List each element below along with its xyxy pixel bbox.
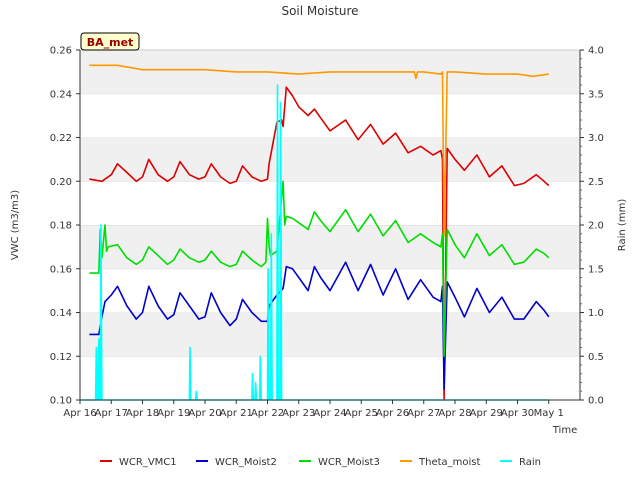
legend-label: Theta_moist [418,457,480,468]
grid-band [80,356,580,400]
x-tick-label: Apr 23 [282,408,315,419]
series-line-wcr-vmc1 [89,86,550,401]
site-badge-box [80,32,140,51]
y2-tick-label: 2.5 [588,177,604,188]
legend-label: Rain [519,457,541,468]
legend: WCR_VMC1 WCR_Moist2 WCR_Moist3 Theta_moist R… [100,457,541,468]
x-tick-label: Apr 29 [470,408,503,419]
grid-band [80,181,580,225]
x-tick-label: Apr 17 [95,408,128,419]
series-line-theta-moist [89,64,549,237]
site-badge-label: BA_met [87,36,134,49]
x-tick-label: Apr 26 [376,408,409,419]
y-tick-label: 0.16 [50,264,72,275]
y2-tick-label: 1.0 [588,308,604,319]
y2-tick-label: 3.5 [588,89,604,100]
x-tick-label: Apr 30 [501,408,534,419]
y-tick-label: 0.26 [50,46,72,57]
y-tick-label: 0.22 [50,133,72,144]
y-axis-label: VWC (m3/m3) [10,190,21,260]
y2-axis-label: Rain (mm) [617,199,628,252]
y-tick-label: 0.18 [50,221,72,232]
y-tick-label: 0.20 [50,177,72,188]
y-tick-label: 0.24 [50,89,72,100]
legend-label: WCR_Moist3 [318,457,380,468]
x-tick-label: Apr 19 [157,408,190,419]
series-line-wcr-moist2 [89,261,550,390]
grid-bands [80,49,580,400]
site-badge: BA_met [80,32,140,51]
x-tick-label: Apr 24 [313,408,346,419]
x-tick-label: Apr 16 [63,408,96,419]
y2-tick-label: 2.0 [588,221,604,232]
y2-tick-label: 1.5 [588,264,604,275]
x-tick-label: May 1 [534,408,564,419]
legend-label: WCR_VMC1 [119,457,177,468]
grid-band [80,137,580,182]
x-tick-label: Apr 25 [345,408,378,419]
grid-band [80,312,580,357]
y2-tick-label: 4.0 [588,46,604,57]
y-tick-label: 0.10 [50,396,72,407]
x-tick-label: Apr 18 [126,408,159,419]
y2-tick-label: 3.0 [588,133,604,144]
x-axis-label: Time [552,425,577,436]
chart-title: Soil Moisture [281,4,358,18]
y2-tick-label: 0.0 [588,396,604,407]
legend-label: WCR_Moist2 [215,457,277,468]
y-tick-label: 0.12 [50,352,72,363]
x-tick-label: Apr 28 [438,408,471,419]
axes: 0.10 0.12 0.14 0.16 0.18 0.20 0.22 0.24 0.26 0.0 0… [50,46,604,420]
y-tick-label: 0.14 [50,308,72,319]
y2-tick-label: 0.5 [588,352,604,363]
x-tick-label: Apr 22 [251,408,284,419]
x-tick-label: Apr 20 [188,408,221,419]
x-tick-label: Apr 27 [407,408,440,419]
x-tick-label: Apr 21 [220,408,253,419]
